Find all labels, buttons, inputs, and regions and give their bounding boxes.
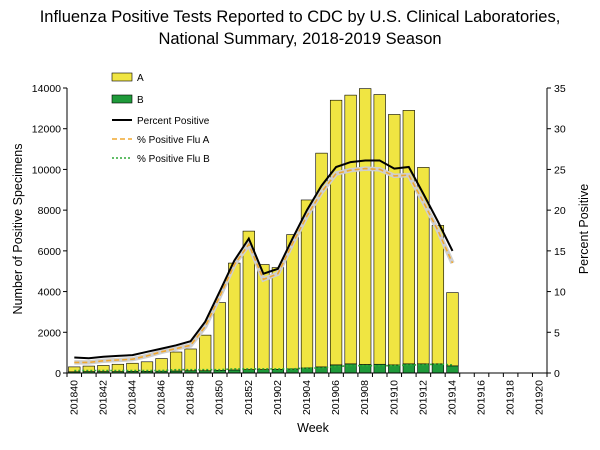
- y-axis-label: Number of Positive Specimens: [11, 144, 25, 315]
- y2-tick-label-35: 35: [554, 83, 566, 95]
- bar-a-201907: [344, 94, 357, 365]
- y2-tick-label-0: 0: [554, 368, 560, 380]
- x-tick-label-201844: 201844: [126, 380, 138, 415]
- chart-title: Influenza Positive Tests Reported to CDC…: [0, 6, 600, 50]
- bar-a-201842: [97, 365, 110, 372]
- bar-b-201911: [402, 363, 415, 374]
- y-tick-label-8000: 8000: [38, 205, 62, 217]
- y-tick-label-6000: 6000: [38, 246, 62, 258]
- legend-b-label: B: [137, 95, 144, 106]
- x-tick-label-201912: 201912: [417, 380, 429, 415]
- bar-b-201902: [271, 369, 285, 374]
- x-tick-label-201850: 201850: [214, 380, 226, 415]
- y-tick-label-12000: 12000: [32, 124, 61, 136]
- bar-b-201852: [242, 369, 255, 374]
- line-layer: [74, 159, 455, 372]
- x-tick-label-201902: 201902: [272, 380, 284, 415]
- y-tick-label-14000: 14000: [32, 83, 61, 95]
- y2-tick-label-10: 10: [554, 287, 566, 299]
- line-positive-flu-a: [74, 167, 454, 364]
- bar-b-201901: [257, 369, 270, 374]
- bar-a-201847: [169, 351, 183, 372]
- axes-layer: 0 2000 4000 6000 8000 10000 12000 14000 0 5 10 15 20…: [32, 83, 566, 415]
- x-tick-label-201846: 201846: [156, 380, 168, 415]
- line-positive-flu-b: [74, 363, 453, 372]
- y-tick-label-2000: 2000: [38, 327, 62, 339]
- x-tick-label-201916: 201916: [476, 380, 488, 415]
- chart-title-line1: Influenza Positive Tests Reported to CDC…: [39, 8, 561, 26]
- x-tick-label-201906: 201906: [330, 380, 342, 415]
- y-tick-label-4000: 4000: [38, 287, 62, 299]
- line-percent-positive: [74, 159, 454, 360]
- bar-a-201848: [184, 348, 197, 372]
- x-axis-label: Week: [297, 421, 329, 435]
- y-tick-label-10000: 10000: [32, 164, 61, 176]
- bar-a-201841: [82, 365, 95, 372]
- legend-positive-flu-b-label: % Positive Flu B: [137, 154, 210, 165]
- x-tick-label-201848: 201848: [185, 380, 197, 415]
- y2-tick-label-5: 5: [554, 327, 560, 339]
- bar-a-201840: [68, 366, 81, 373]
- x-tick-label-201842: 201842: [97, 380, 109, 415]
- bar-b-201908: [359, 364, 372, 374]
- x-tick-label-201918: 201918: [505, 380, 517, 415]
- legend-positive-flu-a-label: % Positive Flu A: [137, 135, 210, 146]
- bar-layer: [68, 88, 459, 374]
- x-tick-label-201840: 201840: [68, 380, 80, 415]
- bar-a-201905: [315, 152, 328, 368]
- bar-a-201844: [126, 362, 139, 372]
- y2-tick-label-15: 15: [554, 246, 566, 258]
- bar-a-201851: [228, 262, 241, 371]
- bar-a-201846: [155, 358, 168, 372]
- bar-a-201852: [242, 230, 255, 370]
- y2-tick-label-25: 25: [554, 164, 566, 176]
- bar-b-201914: [446, 365, 459, 374]
- bar-a-201850: [213, 302, 226, 371]
- x-tick-label-201852: 201852: [243, 380, 255, 415]
- bar-b-201905: [315, 366, 328, 374]
- legend-a-swatch: [111, 72, 133, 82]
- legend-percent-positive-label: Percent Positive: [137, 116, 210, 127]
- bar-a-201906: [329, 99, 343, 366]
- bar-a-201912: [417, 167, 430, 365]
- bar-a-201849: [199, 334, 212, 372]
- chart-subtitle: National Summary, 2018-2019 Season: [158, 30, 442, 48]
- bar-a-201908: [359, 88, 372, 365]
- bar-a-201910: [388, 114, 401, 366]
- x-tick-label-201904: 201904: [301, 380, 313, 415]
- x-tick-label-201908: 201908: [359, 380, 371, 415]
- y-tick-label-0: 0: [55, 368, 61, 380]
- bar-b-201903: [286, 368, 299, 374]
- bar-a-201909: [373, 94, 386, 365]
- x-tick-label-201920: 201920: [534, 380, 546, 415]
- y2-axis-label: Percent Positive: [577, 184, 591, 274]
- bar-a-201911: [402, 110, 415, 365]
- bar-a-201913: [431, 225, 445, 365]
- bar-b-201913: [431, 363, 445, 374]
- y2-tick-label-20: 20: [554, 205, 566, 217]
- y2-tick-label-30: 30: [554, 124, 566, 136]
- bar-a-201902: [271, 267, 285, 370]
- legend-a-label: A: [137, 73, 144, 84]
- bar-a-201843: [111, 363, 125, 372]
- legend: AB Percent Positive % Positive Flu A % Posi…: [111, 72, 210, 165]
- legend-b-swatch: [111, 94, 133, 104]
- bar-a-201914: [446, 292, 459, 367]
- x-tick-label-201914: 201914: [446, 380, 458, 415]
- bar-a-201903: [286, 234, 299, 370]
- x-tick-label-201910: 201910: [388, 380, 400, 415]
